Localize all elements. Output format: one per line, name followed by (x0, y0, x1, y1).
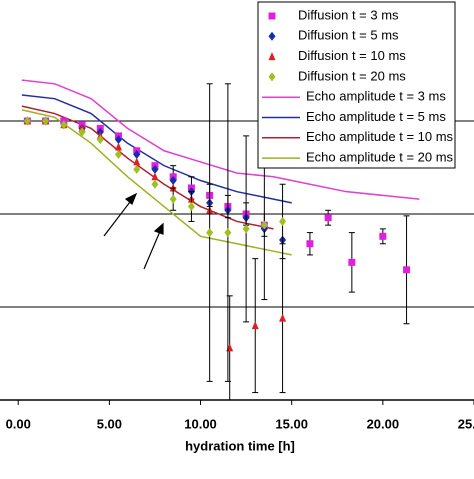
x-axis-label: hydration time [h] (185, 438, 295, 453)
arrow-head (124, 192, 138, 205)
point (115, 135, 122, 145)
point (115, 142, 122, 151)
legend-label: Echo amplitude t = 20 ms (306, 150, 454, 165)
arrow (143, 228, 162, 270)
legend-label: Diffusion t = 20 ms (298, 68, 406, 83)
point (23, 116, 31, 126)
arrow (103, 197, 134, 237)
point (226, 343, 234, 352)
point (133, 149, 141, 159)
point (96, 135, 104, 145)
legend-label: Diffusion t = 10 ms (298, 48, 406, 63)
arrows (103, 192, 164, 270)
point (151, 172, 159, 181)
point (151, 164, 159, 174)
point (348, 258, 356, 266)
point (60, 120, 68, 130)
point (151, 179, 159, 189)
legend-label: Diffusion t = 3 ms (298, 7, 399, 22)
point (279, 313, 287, 322)
legend-label: Echo amplitude t = 10 ms (306, 129, 454, 144)
line (21, 109, 292, 256)
line (21, 105, 274, 230)
point (379, 232, 387, 240)
legend-marker (268, 52, 276, 61)
point (242, 224, 250, 234)
legend-label: Echo amplitude t = 3 ms (306, 89, 446, 104)
legend-label: Echo amplitude t = 5 ms (306, 109, 446, 124)
x-tick-label: 25.00 (458, 416, 474, 431)
point (133, 164, 141, 174)
point (260, 220, 268, 230)
point (169, 176, 177, 186)
point (187, 202, 195, 212)
point (279, 216, 287, 226)
point (42, 116, 50, 126)
point (133, 157, 141, 166)
legend-marker (268, 31, 276, 41)
arrow-head (153, 222, 164, 235)
point (115, 149, 122, 159)
legend-marker (268, 12, 276, 20)
legend-label: Diffusion t = 5 ms (298, 28, 399, 43)
x-tick-label: 0.00 (6, 416, 31, 431)
point (78, 127, 86, 137)
line (21, 94, 292, 204)
point (251, 321, 259, 330)
x-tick-label: 10.00 (184, 416, 217, 431)
point (224, 228, 232, 238)
legend-marker (268, 72, 276, 82)
x-tick-label: 20.00 (367, 416, 400, 431)
x-tick-label: 15.00 (275, 416, 308, 431)
point (206, 228, 214, 238)
line (21, 79, 420, 200)
point (324, 214, 332, 222)
x-tick-label: 5.00 (97, 416, 122, 431)
point (403, 266, 411, 274)
point (306, 240, 314, 248)
point (169, 194, 177, 204)
legend-box (257, 1, 456, 169)
